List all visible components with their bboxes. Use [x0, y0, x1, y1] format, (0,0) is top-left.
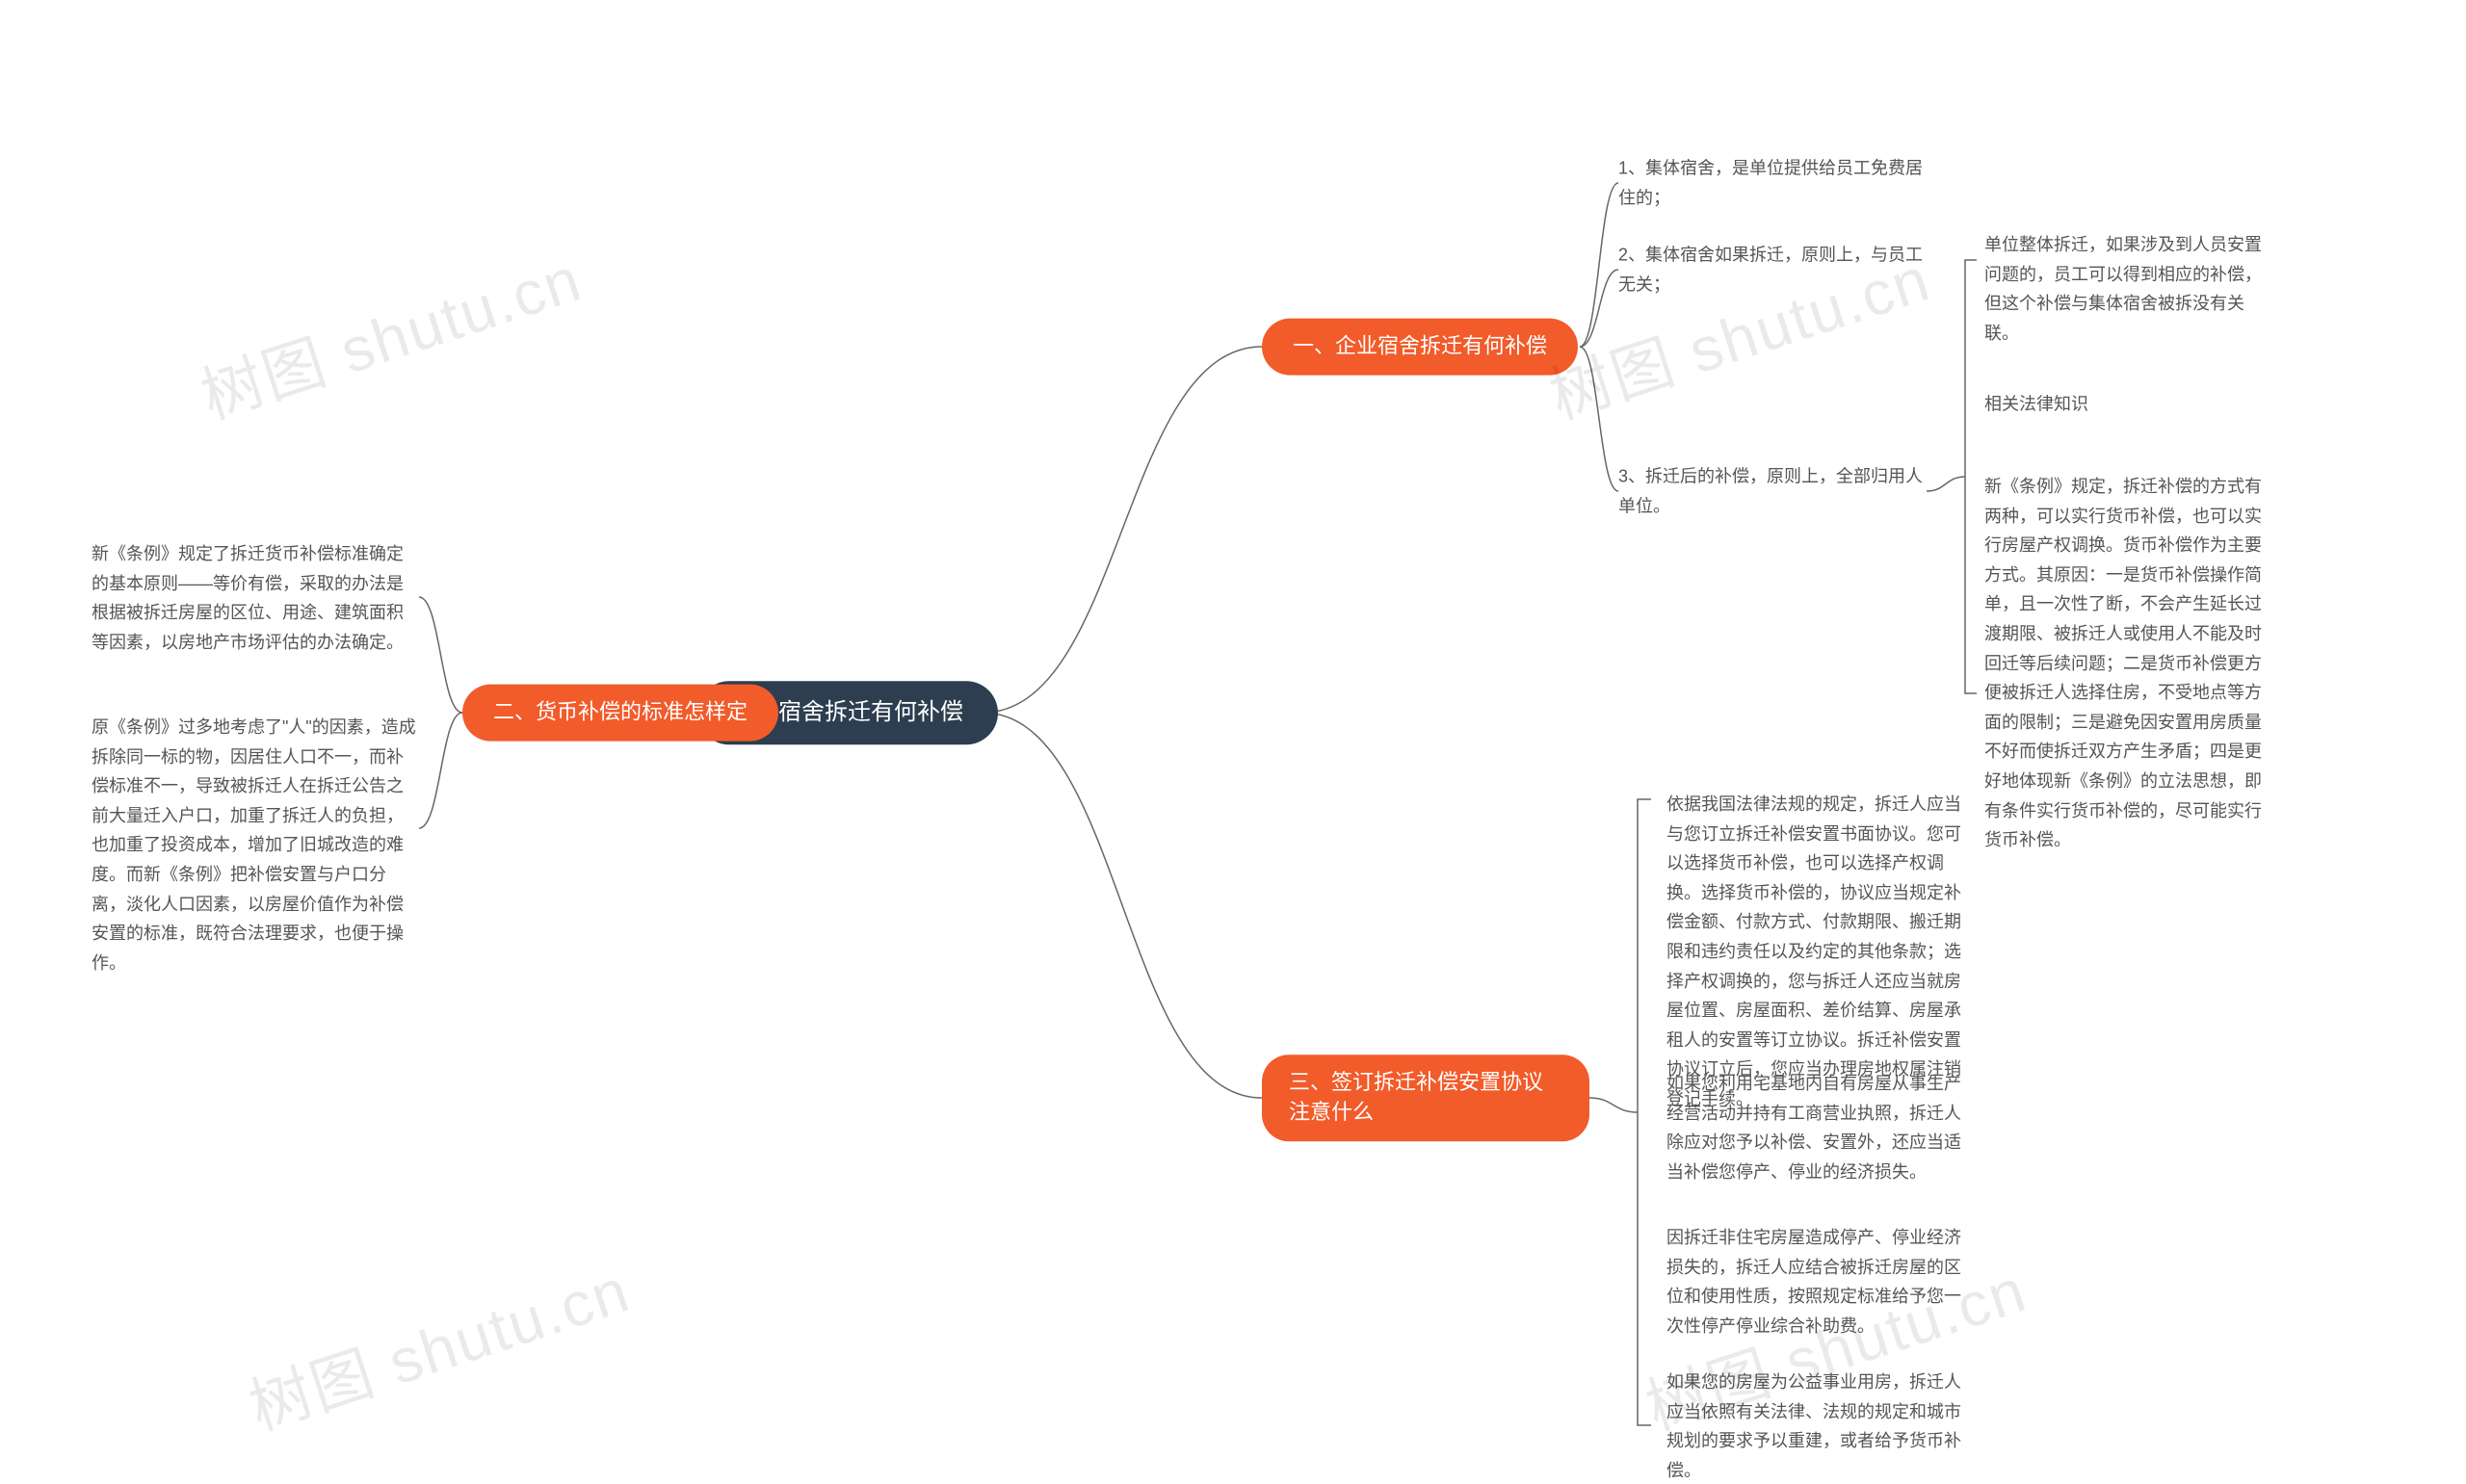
- leaf-1-3-3: 新《条例》规定，拆迁补偿的方式有两种，可以实行货币补偿，也可以实行房屋产权调换。…: [1984, 472, 2273, 855]
- leaf-3-2: 如果您利用宅基地内自有房屋从事生产经营活动并持有工商营业执照，拆迁人除应对您予以…: [1666, 1069, 1975, 1186]
- leaf-3-1: 依据我国法律法规的规定，拆迁人应当与您订立拆迁补偿安置书面协议。您可以选择货币补…: [1666, 790, 1975, 1114]
- branch-3: 三、签订拆迁补偿安置协议注意什么: [1262, 1054, 1589, 1141]
- watermark: 树图 shutu.cn: [189, 230, 591, 436]
- leaf-1-3: 3、拆迁后的补偿，原则上，全部归用人单位。: [1618, 461, 1927, 520]
- branch-1: 一、企业宿舍拆迁有何补偿: [1262, 319, 1578, 376]
- branch-1-label: 一、企业宿舍拆迁有何补偿: [1262, 319, 1578, 376]
- leaf-2-2: 原《条例》过多地考虑了"人"的因素，造成拆除同一标的物，因居住人口不一，而补偿标…: [92, 713, 419, 977]
- watermark: 树图 shutu.cn: [237, 1241, 640, 1447]
- leaf-1-1: 1、集体宿舍，是单位提供给员工免费居住的；: [1618, 153, 1927, 212]
- leaf-1-3-2: 相关法律知识: [1984, 390, 2088, 420]
- leaf-3-3: 因拆迁非住宅房屋造成停产、停业经济损失的，拆迁人应结合被拆迁房屋的区位和使用性质…: [1666, 1223, 1975, 1341]
- leaf-1-2: 2、集体宿舍如果拆迁，原则上，与员工无关；: [1618, 240, 1927, 299]
- branch-2: 二、货币补偿的标准怎样定: [462, 685, 778, 742]
- leaf-2-1: 新《条例》规定了拆迁货币补偿标准确定的基本原则——等价有偿，采取的办法是根据被拆…: [92, 539, 419, 657]
- branch-3-label: 三、签订拆迁补偿安置协议注意什么: [1262, 1054, 1589, 1141]
- branch-2-label: 二、货币补偿的标准怎样定: [462, 685, 778, 742]
- leaf-3-4: 如果您的房屋为公益事业用房，拆迁人应当依照有关法律、法规的规定和城市规划的要求予…: [1666, 1367, 1975, 1484]
- leaf-1-3-1: 单位整体拆迁，如果涉及到人员安置问题的，员工可以得到相应的补偿，但这个补偿与集体…: [1984, 230, 2273, 348]
